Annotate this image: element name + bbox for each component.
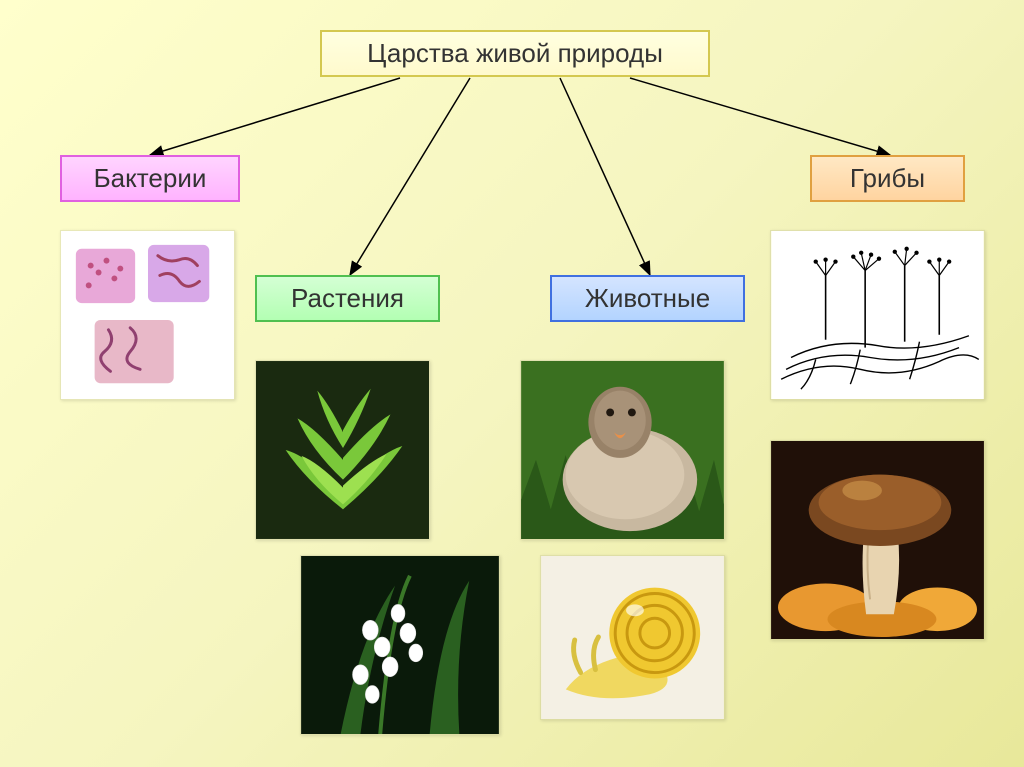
image-fungi-drawing [770, 230, 985, 400]
root-node: Царства живой природы [320, 30, 710, 77]
image-snail [540, 555, 725, 720]
image-flower [300, 555, 500, 735]
node-fungi: Грибы [810, 155, 965, 202]
node-plants-label: Растения [291, 283, 404, 313]
node-plants: Растения [255, 275, 440, 322]
image-plant [255, 360, 430, 540]
image-bird [520, 360, 725, 540]
node-animals-label: Животные [585, 283, 710, 313]
node-fungi-label: Грибы [850, 163, 925, 193]
image-bacteria [60, 230, 235, 400]
node-bacteria: Бактерии [60, 155, 240, 202]
node-animals: Животные [550, 275, 745, 322]
node-bacteria-label: Бактерии [94, 163, 207, 193]
root-label: Царства живой природы [367, 38, 663, 68]
image-mushroom [770, 440, 985, 640]
